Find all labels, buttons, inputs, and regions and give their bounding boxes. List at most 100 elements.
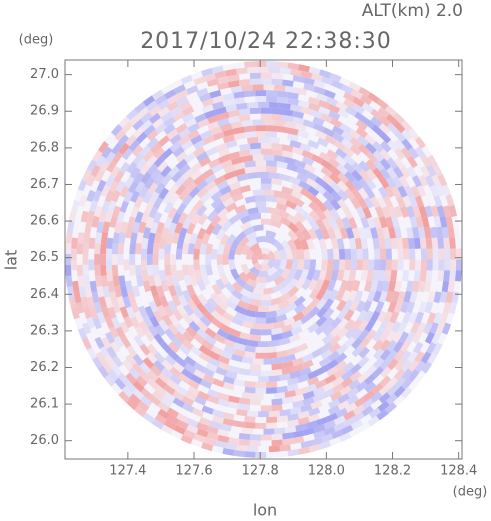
- field-cell: [419, 237, 427, 249]
- field-cell: [98, 296, 107, 309]
- field-cell: [386, 157, 398, 170]
- field-cell: [197, 213, 208, 226]
- field-cell: [99, 160, 110, 173]
- field-cell: [78, 286, 87, 298]
- field-cell: [391, 259, 398, 271]
- field-cell: [277, 209, 290, 220]
- field-cell: [260, 247, 271, 255]
- field-cell: [126, 108, 139, 121]
- field-cell: [145, 216, 155, 229]
- field-cell: [135, 375, 148, 388]
- field-cell: [306, 269, 315, 281]
- field-cell: [358, 169, 371, 182]
- field-cell: [153, 359, 166, 372]
- field-cell: [146, 243, 154, 255]
- field-cell: [252, 322, 264, 330]
- field-cell: [274, 427, 286, 435]
- field-cell: [280, 239, 291, 252]
- field-cell: [252, 287, 264, 295]
- field-cell: [344, 248, 352, 260]
- field-cell: [222, 92, 235, 101]
- field-cell: [228, 401, 240, 410]
- field-cell: [100, 254, 106, 265]
- field-cell: [70, 259, 77, 271]
- field-cell: [184, 152, 197, 164]
- field-cell: [132, 380, 145, 393]
- field-cell: [377, 106, 390, 119]
- field-cell: [201, 339, 214, 351]
- field-cell: [70, 248, 77, 260]
- field-cell: [176, 89, 189, 100]
- field-cell: [105, 151, 116, 164]
- field-cell: [139, 343, 151, 356]
- field-cell: [247, 207, 259, 216]
- field-cell: [409, 216, 418, 228]
- field-cell: [268, 137, 280, 144]
- field-cell: [82, 322, 92, 335]
- field-cell: [376, 310, 387, 323]
- field-cell: [378, 290, 388, 303]
- field-cell: [287, 133, 299, 142]
- field-cell: [348, 81, 362, 92]
- field-cell: [214, 70, 227, 79]
- field-cell: [86, 316, 96, 330]
- field-cell: [112, 232, 120, 244]
- field-cell: [276, 125, 288, 134]
- field-cell: [391, 290, 400, 303]
- field-cell: [170, 254, 177, 265]
- field-cell: [134, 101, 147, 114]
- field-cell: [372, 290, 382, 303]
- field-cell: [260, 434, 272, 441]
- field-cell: [202, 367, 215, 378]
- field-cell: [223, 171, 236, 181]
- field-cell: [315, 208, 327, 221]
- field-cell: [372, 237, 380, 250]
- field-cell: [83, 275, 91, 287]
- field-cell: [300, 187, 312, 199]
- field-cell: [448, 302, 458, 314]
- field-cell: [439, 291, 448, 303]
- field-cell: [329, 172, 341, 185]
- field-cell: [233, 420, 245, 428]
- field-cell: [345, 280, 355, 292]
- field-cell: [187, 122, 200, 134]
- field-cell: [349, 299, 360, 312]
- field-cell: [247, 445, 259, 453]
- field-cell: [68, 210, 77, 223]
- field-cell: [286, 163, 299, 172]
- field-cell: [419, 165, 431, 178]
- field-cell: [118, 142, 130, 155]
- field-cell: [217, 428, 229, 437]
- field-cell: [302, 119, 315, 129]
- field-cell: [318, 238, 327, 250]
- field-cell: [343, 417, 356, 428]
- field-cell: [339, 123, 352, 134]
- field-cell: [148, 105, 161, 117]
- field-cell: [241, 155, 254, 163]
- field-cell: [211, 345, 224, 356]
- field-cell: [161, 147, 174, 160]
- field-cell: [233, 342, 246, 351]
- field-cell: [93, 301, 103, 314]
- field-cell: [370, 391, 383, 403]
- field-cell: [247, 339, 259, 347]
- field-cell: [344, 179, 356, 192]
- field-cell: [175, 158, 188, 171]
- field-cell: [287, 97, 300, 106]
- field-cell: [286, 383, 299, 392]
- field-cell: [150, 142, 162, 155]
- field-cell: [294, 159, 307, 169]
- field-cell: [198, 351, 212, 363]
- field-cell: [335, 155, 348, 167]
- field-cell: [244, 351, 256, 359]
- field-cell: [303, 77, 315, 86]
- field-cell: [132, 353, 144, 366]
- field-cell: [358, 337, 371, 350]
- field-cell: [341, 84, 354, 95]
- field-cell: [408, 147, 419, 160]
- field-cell: [249, 148, 261, 156]
- field-cell: [115, 326, 126, 339]
- field-cell: [240, 294, 252, 305]
- field-cell: [362, 206, 373, 219]
- field-cell: [279, 216, 292, 227]
